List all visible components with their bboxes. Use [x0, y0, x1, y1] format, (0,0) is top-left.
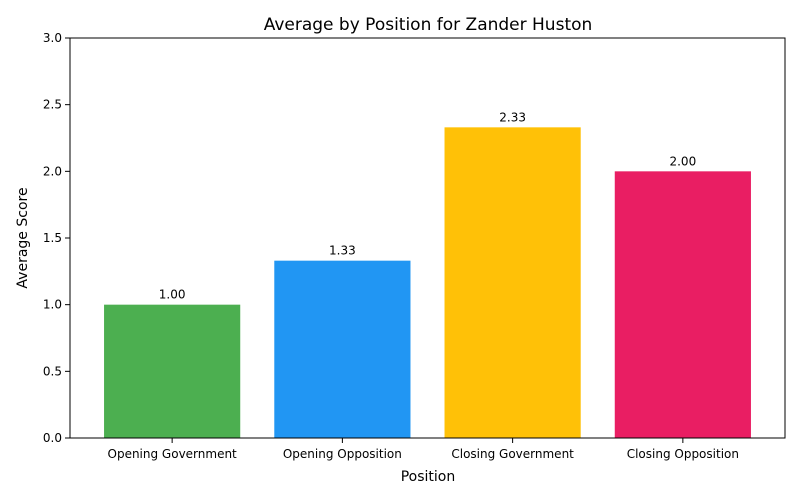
- plot-frame: [69, 37, 786, 439]
- y-tick-label: 2.0: [43, 164, 62, 178]
- y-tick-label: 2.5: [43, 98, 62, 112]
- bar-value-label: 2.00: [669, 154, 696, 168]
- bar: [614, 171, 751, 439]
- y-axis-label: Average Score: [15, 187, 31, 288]
- y-axis: 0.0 0.5 1.0 1.5 2.0 2.5 3.0: [43, 31, 70, 445]
- y-tick-label: 3.0: [43, 31, 62, 45]
- bar-value-label: 1.33: [329, 244, 356, 258]
- y-tick-label: 0.0: [43, 431, 62, 445]
- chart-title: Average by Position for Zander Huston: [264, 15, 593, 35]
- y-tick-label: 1.5: [43, 231, 62, 245]
- bar-value-label: 1.00: [159, 288, 186, 302]
- bar: [104, 304, 241, 438]
- x-tick-label: Opening Government: [108, 447, 238, 461]
- x-tick-label: Opening Opposition: [283, 447, 402, 461]
- bar: [444, 127, 581, 438]
- x-tick-label: Closing Government: [451, 447, 574, 461]
- bar-value-label: 2.33: [499, 110, 526, 124]
- x-tick-label: Closing Opposition: [627, 447, 739, 461]
- y-tick-label: 0.5: [43, 364, 62, 378]
- bars-group: 1.00 1.33 2.33 2.00: [104, 110, 751, 439]
- x-axis-label: Position: [401, 469, 456, 485]
- y-tick-label: 1.0: [43, 298, 62, 312]
- bar: [274, 260, 411, 438]
- x-axis: Opening Government Opening Opposition Clos…: [108, 438, 739, 461]
